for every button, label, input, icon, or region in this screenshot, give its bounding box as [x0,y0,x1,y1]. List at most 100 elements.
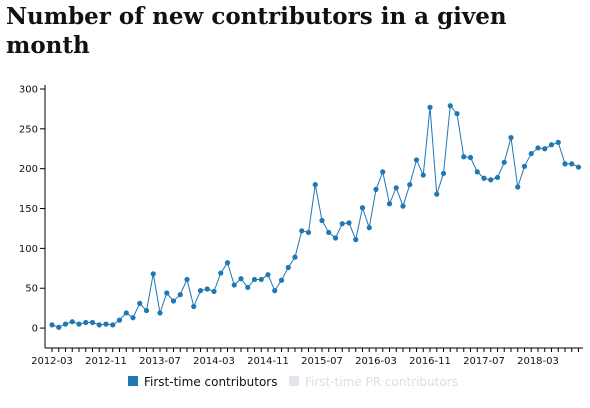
y-tick-label: 0 [32,324,38,335]
data-point [184,276,190,283]
data-point [89,319,96,326]
data-point [164,290,170,296]
data-point [420,172,426,178]
data-point [157,310,163,316]
data-point [143,307,150,314]
data-point [204,286,210,292]
data-point [339,221,345,227]
data-point [76,321,82,327]
x-tick-label: 2014-11 [247,356,289,367]
x-tick-label: 2016-11 [409,356,451,367]
data-point [535,145,541,151]
y-tick-label: 250 [19,124,38,135]
x-tick-label: 2016-03 [355,356,397,367]
x-tick-label: 2012-11 [85,356,127,367]
data-point [494,174,501,181]
data-point [238,276,244,282]
x-tick-label: 2018-03 [517,356,559,367]
data-point [103,321,109,327]
data-point [211,288,217,295]
data-point [150,271,156,277]
plot-area [49,103,582,330]
data-point [447,103,453,109]
x-tick-label: 2014-03 [193,356,235,367]
data-point [407,182,413,188]
data-point [116,317,123,323]
data-point [278,277,285,283]
x-tick-label: 2012-03 [31,356,73,367]
x-tick-label: 2015-07 [301,356,343,367]
data-point [508,135,514,141]
data-point [170,298,177,304]
data-point [299,228,305,234]
data-point [386,201,393,207]
legend: First-time contributors First-time PR con… [128,375,458,389]
data-point [312,182,318,188]
data-point [474,169,480,175]
legend-label: First-time PR contributors [305,375,458,389]
data-point [440,170,447,177]
data-point [130,315,136,321]
y-tick-label: 200 [19,164,38,175]
data-point [292,254,298,260]
data-point [548,142,555,148]
data-point [461,154,467,160]
data-point [258,276,264,283]
data-point [346,220,352,226]
data-point [481,175,487,181]
data-point [110,322,116,328]
x-tick-label: 2013-07 [139,356,181,367]
data-point [319,217,325,224]
data-point [332,235,339,241]
data-point [83,319,89,326]
data-point [569,161,575,167]
data-point [542,146,548,152]
data-point [326,229,332,236]
y-tick-label: 50 [25,284,38,295]
data-point [427,104,433,110]
data-point [251,276,258,283]
data-point [353,237,359,243]
data-point [272,288,278,294]
data-point [434,191,440,197]
data-point [285,264,291,271]
legend-swatch [289,376,299,386]
x-axis: 2012-03 2012-11 2013-07 2014-03 2014-11 2015-… [31,347,583,367]
chart-title: Number of new contributors in a given mo… [6,3,507,59]
data-point [380,169,386,175]
data-point [69,319,75,325]
data-point [359,205,366,211]
data-point [49,322,55,328]
legend-item[interactable]: First-time contributors [128,375,277,389]
data-point [373,186,379,193]
data-point [56,324,62,330]
data-point [400,203,406,209]
legend-swatch [128,376,138,386]
data-point [393,185,399,191]
data-point [562,161,568,167]
data-point [137,300,143,306]
data-point [413,157,420,163]
legend-label: First-time contributors [144,375,277,389]
y-tick-label: 100 [19,244,38,255]
data-point [501,159,507,165]
series-line [51,104,579,328]
data-point [515,184,521,190]
data-point [218,270,224,276]
data-point [123,310,129,316]
data-point [96,322,102,328]
y-tick-label: 300 [19,84,38,95]
data-point [231,282,237,288]
y-axis: 0 50 100 150 200 250 300 [19,84,46,348]
legend-item[interactable]: First-time PR contributors [289,375,458,389]
data-point [305,229,312,236]
data-point [366,225,372,231]
data-point [454,111,460,117]
data-point [245,284,251,291]
data-point [528,150,534,157]
data-point [521,163,528,169]
y-tick-label: 150 [19,204,38,215]
data-point [265,272,271,278]
data-point [177,292,183,298]
